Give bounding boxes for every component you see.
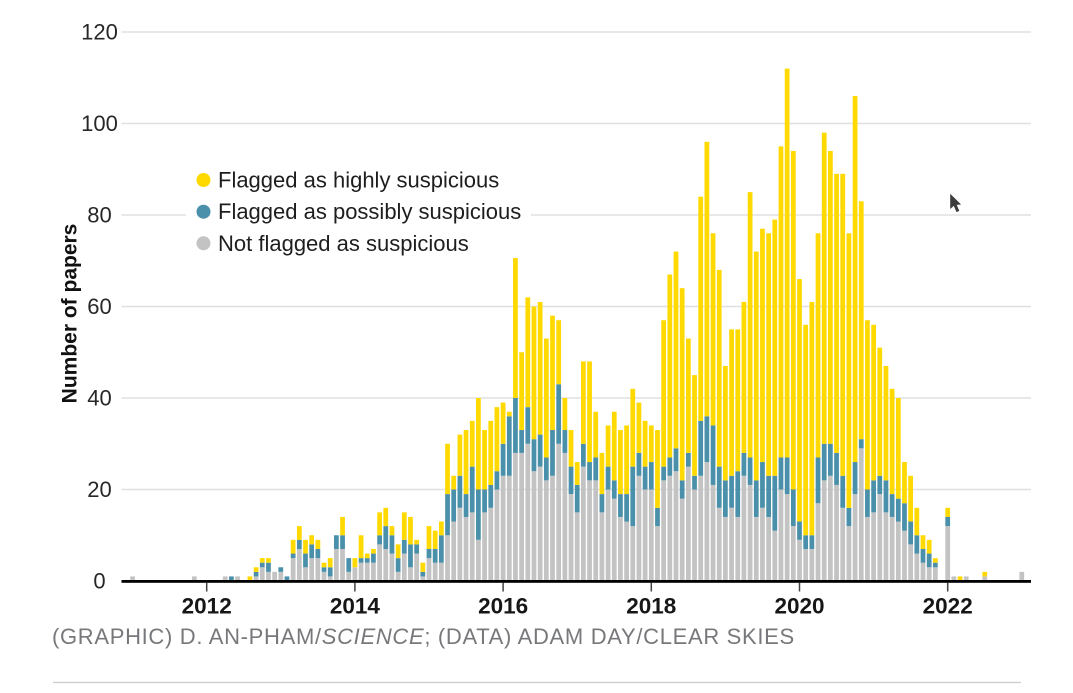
svg-text:2020: 2020 (774, 594, 824, 619)
svg-text:40: 40 (87, 386, 111, 411)
svg-text:2022: 2022 (923, 594, 973, 619)
svg-text:100: 100 (81, 111, 118, 136)
svg-text:Number of papers: Number of papers (59, 224, 82, 404)
svg-text:Flagged as highly suspicious: Flagged as highly suspicious (218, 168, 499, 193)
svg-text:2014: 2014 (330, 594, 381, 619)
svg-text:60: 60 (87, 294, 111, 319)
svg-text:2012: 2012 (182, 594, 232, 619)
svg-text:120: 120 (81, 20, 118, 45)
svg-text:20: 20 (87, 477, 111, 502)
svg-text:0: 0 (93, 569, 105, 594)
svg-text:80: 80 (87, 203, 111, 228)
svg-text:Flagged as possibly suspicious: Flagged as possibly suspicious (218, 199, 521, 224)
svg-text:(GRAPHIC) D. AN-PHAM/SCIENCE;: (GRAPHIC) D. AN-PHAM/SCIENCE; (DATA) ADA… (52, 624, 795, 649)
svg-text:2018: 2018 (626, 594, 676, 619)
svg-text:2016: 2016 (478, 594, 528, 619)
svg-text:Not flagged as suspicious: Not flagged as suspicious (218, 231, 469, 256)
